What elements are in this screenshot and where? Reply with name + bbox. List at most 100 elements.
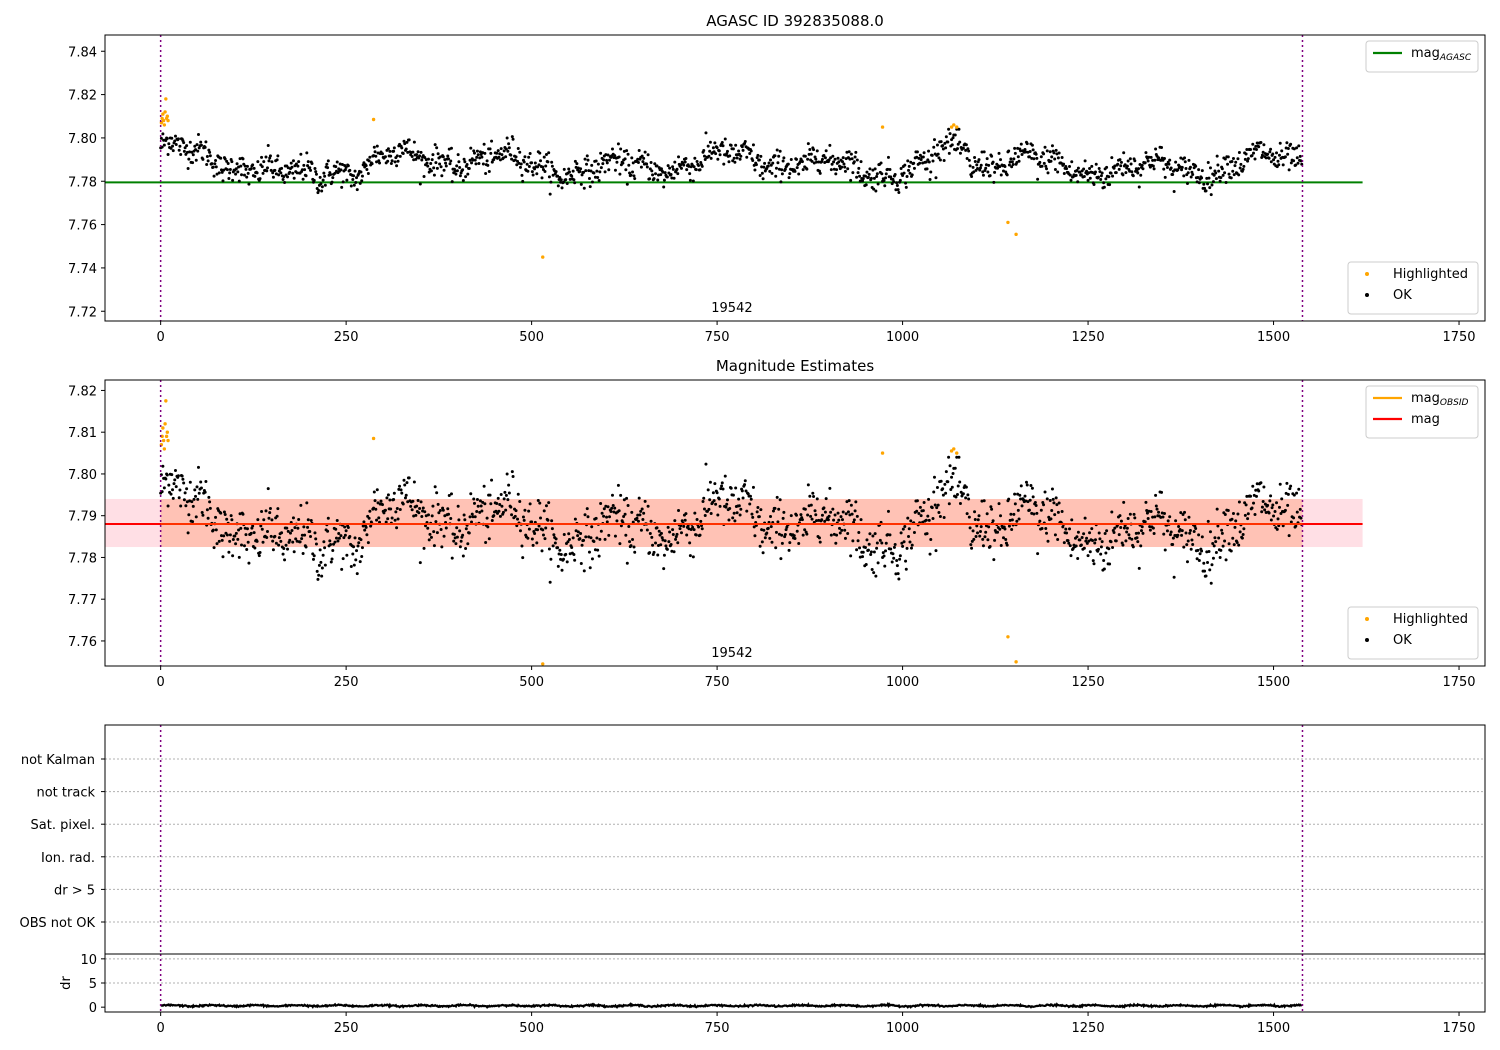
ok-point <box>240 543 244 547</box>
ok-point <box>1278 482 1282 486</box>
ok-point <box>186 531 190 535</box>
ok-point <box>323 546 327 550</box>
ok-point <box>886 167 890 171</box>
p2-x-tick-label: 0 <box>157 675 165 690</box>
ok-point <box>244 167 248 171</box>
ok-point <box>249 167 253 171</box>
ok-point <box>365 533 369 537</box>
ok-point <box>515 163 519 167</box>
ok-point <box>793 536 797 540</box>
ok-point <box>589 536 593 540</box>
ok-point <box>849 554 853 558</box>
ok-point <box>547 547 551 551</box>
ok-point <box>167 142 171 146</box>
ok-point <box>1007 497 1011 501</box>
ok-point <box>837 160 841 164</box>
ok-point <box>523 508 527 512</box>
ok-point <box>360 174 364 178</box>
ok-point <box>485 159 489 163</box>
ok-point <box>929 170 933 174</box>
ok-point <box>465 163 469 167</box>
ok-point <box>1065 531 1069 535</box>
ok-point <box>1013 502 1017 506</box>
ok-point <box>1083 516 1087 520</box>
ok-point <box>241 157 245 161</box>
ok-point <box>487 537 491 541</box>
ok-point <box>1261 499 1265 503</box>
ok-point <box>326 529 330 533</box>
ok-point <box>1251 142 1255 146</box>
ok-point <box>286 547 290 551</box>
ok-point <box>1231 512 1235 516</box>
ok-point <box>1131 545 1135 549</box>
ok-point <box>444 526 448 530</box>
ok-point <box>550 519 554 523</box>
ok-point <box>997 502 1001 506</box>
ok-point <box>1102 558 1106 562</box>
ok-point <box>567 167 571 171</box>
ok-point <box>1040 526 1044 530</box>
ok-point <box>638 513 642 517</box>
ok-point <box>501 510 505 514</box>
ok-point <box>1013 146 1017 150</box>
ok-point <box>584 535 588 539</box>
ok-point <box>377 516 381 520</box>
ok-point <box>433 485 437 489</box>
ok-point <box>979 525 983 529</box>
ok-point <box>1010 527 1014 531</box>
ok-point <box>161 464 165 468</box>
ok-point <box>395 526 399 530</box>
ok-point <box>316 577 320 581</box>
ok-point <box>435 491 439 495</box>
ok-point <box>449 492 453 496</box>
ok-point <box>166 153 170 157</box>
ok-point <box>562 557 566 561</box>
ok-point <box>643 150 647 154</box>
ok-point <box>514 155 518 159</box>
ok-point <box>855 175 859 179</box>
ok-point <box>299 503 303 507</box>
ok-point <box>639 165 643 169</box>
ok-point <box>977 514 981 518</box>
ok-point <box>390 159 394 163</box>
p1-1-legend-marker-1 <box>1365 293 1369 297</box>
ok-point <box>397 487 401 491</box>
ok-point <box>1230 517 1234 521</box>
ok-point <box>490 478 494 482</box>
ok-point <box>971 165 975 169</box>
ok-point <box>594 159 598 163</box>
ok-point <box>1180 165 1184 169</box>
ok-point <box>230 518 234 522</box>
ok-point <box>489 151 493 155</box>
ok-point <box>595 169 599 173</box>
ok-point <box>1295 510 1299 514</box>
ok-point <box>725 498 729 502</box>
ok-point <box>1118 514 1122 518</box>
ok-point <box>733 160 737 164</box>
ok-point <box>434 161 438 165</box>
ok-point <box>1215 154 1219 158</box>
ok-point <box>844 512 848 516</box>
ok-point <box>775 148 779 152</box>
ok-point <box>585 154 589 158</box>
ok-point <box>1264 510 1268 514</box>
ok-point <box>593 175 597 179</box>
ok-point <box>779 557 783 561</box>
ok-point <box>541 533 545 537</box>
ok-point <box>794 157 798 161</box>
ok-point <box>219 168 223 172</box>
ok-point <box>370 162 374 166</box>
ok-point <box>1088 176 1092 180</box>
ok-point <box>622 498 626 502</box>
ok-point <box>1062 172 1066 176</box>
ok-point <box>1183 510 1187 514</box>
ok-point <box>1092 183 1096 187</box>
ok-point <box>906 159 910 163</box>
ok-point <box>346 164 350 168</box>
ok-point <box>480 155 484 159</box>
ok-point <box>1283 155 1287 159</box>
ok-point <box>993 538 997 542</box>
ok-point <box>1246 159 1250 163</box>
ok-point <box>713 141 717 145</box>
ok-point <box>1053 168 1057 172</box>
